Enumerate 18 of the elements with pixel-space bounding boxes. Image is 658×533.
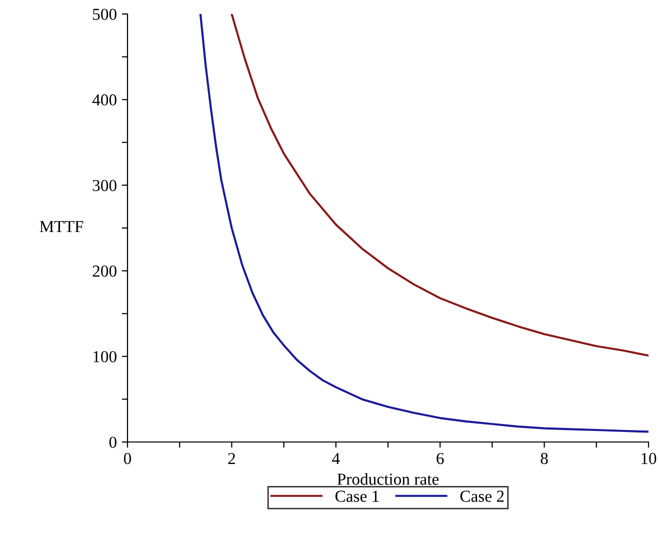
legend-label: Case 2 <box>460 490 504 502</box>
line-series <box>230 14 648 357</box>
x-tick-label: 8 <box>540 452 548 464</box>
y-tick-label: 200 <box>92 266 116 277</box>
y-tick-label: 300 <box>92 180 116 192</box>
y-axis-title: MTTF <box>40 221 84 232</box>
y-tick-label: 0 <box>109 436 116 448</box>
y-tick-label: 400 <box>92 94 116 106</box>
x-tick-label: 0 <box>124 452 132 464</box>
x-tick-label: 4 <box>332 453 340 464</box>
y-tick-label: 100 <box>94 351 116 362</box>
line-series <box>199 14 648 433</box>
x-tick-label: 2 <box>228 452 235 464</box>
y-tick-label: 500 <box>93 8 116 20</box>
x-axis-title: Production rate <box>337 473 439 485</box>
x-tick-label: 10 <box>642 452 656 464</box>
x-tick-label: 6 <box>436 452 444 464</box>
legend-label: Case 1 <box>335 490 379 502</box>
